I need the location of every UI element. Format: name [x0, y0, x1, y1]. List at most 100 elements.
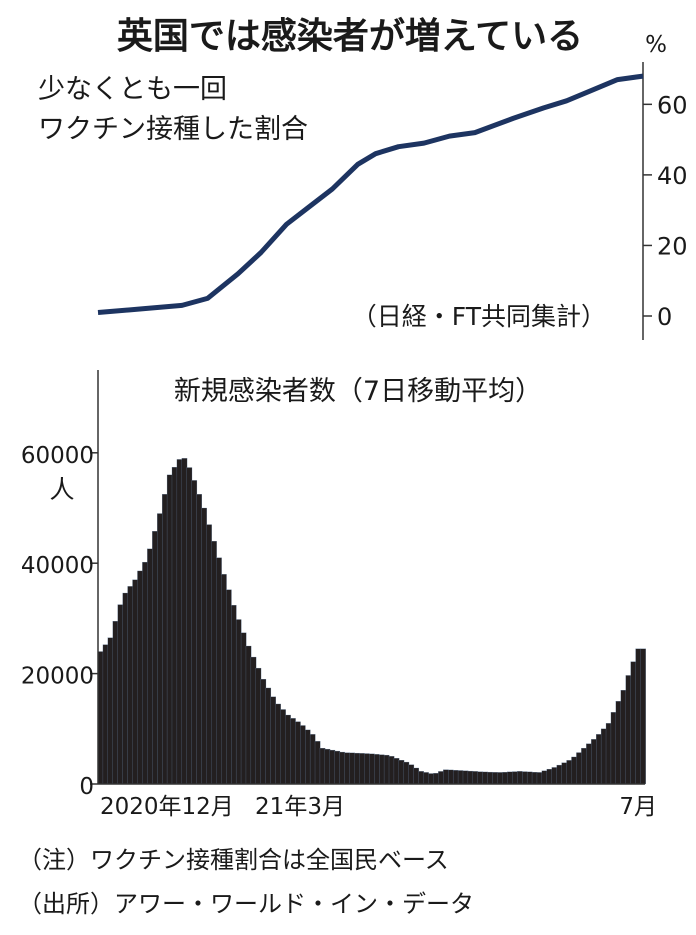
cases-bar-2 [107, 637, 114, 785]
cases-bar-14 [166, 474, 173, 785]
cases-bar-30 [245, 645, 252, 785]
vaccination-y-ticks: 0 20 40 60 [643, 91, 688, 331]
note-text: （注）ワクチン接種割合は全国民ベース [18, 846, 449, 874]
vaccination-y-tick-label-2: 40 [657, 162, 688, 190]
cases-bar-74 [462, 770, 469, 785]
vaccination-unit-label: % [645, 32, 667, 58]
cases-bar-110 [640, 648, 646, 785]
cases-bar-63 [408, 764, 415, 785]
cases-y-tick-label-3: 60000 [21, 443, 94, 469]
cases-bar-32 [255, 667, 262, 785]
vaccination-source-note: （日経・FT共同集計） [352, 302, 606, 331]
cases-bar-97 [576, 752, 582, 785]
cases-bar-88 [531, 772, 538, 785]
cases-bar-100 [591, 739, 597, 785]
cases-bar-18 [186, 467, 193, 785]
cases-bar-61 [398, 760, 405, 785]
cases-bar-106 [620, 690, 627, 785]
cases-bar-91 [546, 768, 553, 785]
cases-bar-10 [147, 548, 153, 785]
cases-bar-95 [566, 760, 572, 785]
cases-bar-11 [152, 531, 158, 785]
cases-bar-37 [280, 709, 286, 785]
cases-bar-17 [181, 458, 188, 785]
cases-bar-90 [541, 770, 548, 785]
cases-bar-65 [418, 771, 424, 785]
cases-bar-62 [403, 761, 410, 785]
cases-bar-40 [295, 721, 301, 785]
cases-bar-46 [324, 748, 331, 785]
cases-title: 新規感染者数（7日移動平均） [174, 376, 542, 407]
cases-x-ticks: 2020年12月 21年3月 7月 [100, 794, 657, 820]
cases-bar-98 [581, 747, 587, 785]
cases-bar-55 [369, 753, 375, 785]
cases-bar-21 [201, 507, 207, 785]
cases-bar-107 [625, 675, 632, 785]
cases-bar-56 [374, 754, 380, 785]
cases-bar-60 [393, 758, 400, 785]
cases-bar-71 [448, 769, 454, 785]
cases-bar-104 [610, 712, 617, 785]
cases-bar-44 [314, 741, 321, 785]
cases-bar-12 [157, 513, 163, 785]
vaccination-y-tick-label-1: 20 [657, 232, 688, 260]
cases-bar-109 [635, 648, 641, 785]
cases-bar-68 [433, 773, 439, 785]
headline: 英国では感染者が増えている [117, 16, 583, 57]
cases-x-tick-label-0: 2020年12月 [100, 794, 234, 820]
cases-bar-75 [467, 770, 474, 785]
cases-bar-82 [502, 772, 508, 785]
cases-bar-35 [270, 696, 276, 785]
cases-bar-94 [561, 762, 567, 785]
cases-bar-23 [211, 540, 217, 785]
vaccination-series-line [97, 73, 644, 315]
cases-x-tick-label-2: 7月 [619, 794, 657, 820]
cases-bar-4 [117, 604, 124, 785]
cases-bar-77 [477, 771, 484, 785]
cases-bar-70 [443, 769, 449, 785]
cases-bar-19 [191, 480, 198, 785]
cases-bar-47 [329, 749, 336, 785]
cases-y-tick-label-1: 20000 [21, 664, 94, 690]
cases-bar-39 [290, 718, 296, 785]
cases-bar-101 [596, 734, 602, 785]
cases-bar-13 [161, 494, 168, 785]
cases-y-tick-label-2: 40000 [21, 553, 94, 579]
cases-bar-105 [615, 701, 622, 785]
cases-bar-38 [285, 714, 291, 785]
cases-y-tick-label-0: 0 [79, 774, 94, 800]
cases-bar-1 [102, 644, 109, 785]
cases-chart: 新規感染者数（7日移動平均） 人 0 20000 40000 60000 2020年1… [21, 370, 657, 820]
cases-bar-36 [275, 703, 281, 785]
cases-bar-58 [383, 754, 390, 785]
cases-bar-67 [428, 773, 434, 785]
cases-bar-76 [472, 771, 479, 785]
vaccination-y-tick-label-3: 60 [657, 91, 688, 119]
cases-bar-48 [334, 750, 341, 785]
cases-bar-64 [413, 767, 420, 785]
cases-bar-89 [536, 772, 543, 785]
vaccination-title-line1: 少なくとも一回 [38, 74, 227, 105]
cases-bar-29 [240, 632, 247, 785]
cases-bar-31 [250, 656, 257, 785]
cases-bar-20 [196, 494, 202, 785]
cases-bar-102 [600, 728, 607, 785]
cases-bar-6 [127, 586, 133, 785]
cases-bar-108 [630, 661, 637, 785]
vaccination-y-tick-label-0: 0 [657, 303, 672, 331]
source-text: （出所）アワー・ワールド・イン・データ [18, 890, 474, 918]
cases-bar-28 [235, 619, 242, 785]
cases-bar-78 [482, 771, 489, 785]
cases-bar-5 [122, 592, 129, 785]
cases-bar-25 [221, 574, 227, 785]
cases-bar-16 [176, 459, 183, 785]
cases-bar-53 [359, 753, 365, 785]
cases-bar-85 [517, 771, 523, 785]
cases-bar-83 [507, 771, 513, 785]
cases-bar-59 [388, 756, 395, 785]
cases-bar-3 [112, 621, 119, 785]
cases-bar-52 [354, 752, 360, 785]
cases-bars [97, 458, 646, 785]
cases-bar-96 [571, 756, 577, 785]
cases-bar-80 [492, 772, 498, 785]
